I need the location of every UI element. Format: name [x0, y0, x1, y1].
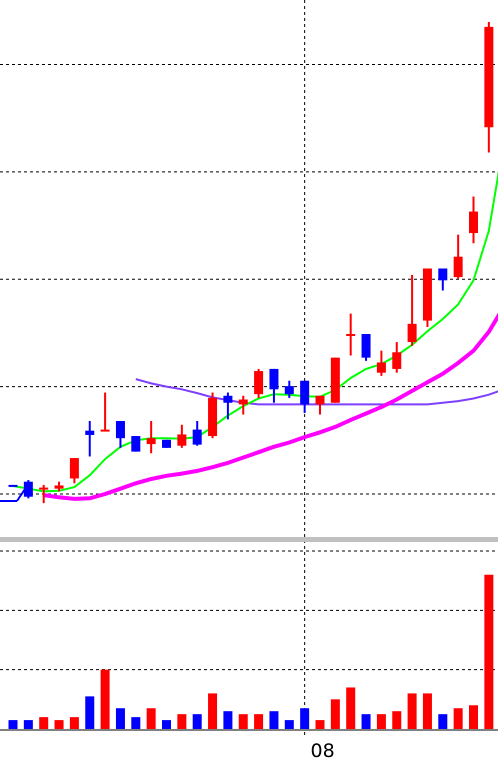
candle-body: [100, 429, 110, 432]
volume-bar: [315, 720, 325, 729]
candle-body: [23, 481, 33, 497]
volume-bars: [8, 574, 494, 729]
ma-short-line: [12, 170, 498, 493]
grid: [0, 0, 498, 737]
candle-body: [115, 421, 125, 439]
candle-body: [407, 323, 417, 343]
candle-body: [54, 485, 64, 489]
volume-bar: [131, 717, 141, 729]
volume-bar: [484, 574, 494, 729]
volume-bar: [346, 687, 356, 729]
volume-bar: [376, 714, 386, 729]
volume-bar: [469, 705, 478, 729]
volume-bar: [162, 720, 171, 729]
volume-bar: [269, 711, 279, 729]
volume-bar: [407, 693, 417, 729]
candle-body: [330, 357, 340, 403]
candle-body: [85, 430, 95, 435]
candle-body: [422, 268, 432, 321]
candle-body: [238, 399, 248, 405]
ma-mid-line: [43, 312, 498, 501]
candle-body: [131, 436, 141, 452]
candle-body: [269, 368, 279, 390]
candle-body: [392, 352, 402, 369]
candle-body: [223, 395, 233, 403]
candle-body: [146, 438, 156, 445]
candle-body: [484, 26, 494, 128]
candle-body: [376, 362, 386, 373]
candle-body: [438, 268, 448, 281]
volume-bar: [223, 711, 233, 729]
volume-bar: [23, 720, 33, 729]
candle-body: [8, 484, 18, 487]
candle-body: [300, 380, 310, 405]
volume-bar: [85, 696, 95, 729]
volume-bar: [300, 708, 310, 729]
volume-bar: [392, 711, 402, 729]
volume-bar: [284, 720, 294, 729]
pane-separator: [0, 537, 498, 542]
volume-bar: [192, 714, 202, 729]
volume-bar: [361, 714, 371, 729]
volume-bar: [330, 699, 340, 729]
volume-bar: [146, 708, 156, 729]
x-tick-label: 08: [311, 740, 335, 762]
candle-body: [162, 439, 171, 448]
volume-bar: [422, 693, 432, 729]
candle-body: [192, 429, 202, 445]
candle-body: [177, 434, 187, 446]
candle-body: [39, 487, 49, 490]
volume-bar: [8, 720, 18, 729]
candlesticks: [8, 22, 494, 504]
candle-body: [284, 386, 294, 395]
volume-bar: [177, 714, 187, 729]
volume-bar: [208, 693, 218, 729]
candle-body: [453, 256, 463, 278]
candle-body: [315, 395, 325, 405]
candle-body: [361, 334, 371, 358]
volume-bar: [69, 717, 79, 729]
volume-bar: [238, 714, 248, 729]
volume-bar: [54, 720, 64, 729]
candle-body: [69, 458, 79, 479]
candle-body: [254, 371, 264, 395]
volume-bar: [39, 717, 49, 729]
volume-bar: [254, 714, 264, 729]
volume-bar: [453, 708, 463, 729]
volume-bar: [100, 669, 110, 729]
candle-body: [208, 397, 218, 437]
volume-bar: [438, 714, 448, 729]
volume-bar: [115, 708, 125, 729]
candle-body: [346, 334, 356, 337]
candle-body: [469, 211, 478, 234]
